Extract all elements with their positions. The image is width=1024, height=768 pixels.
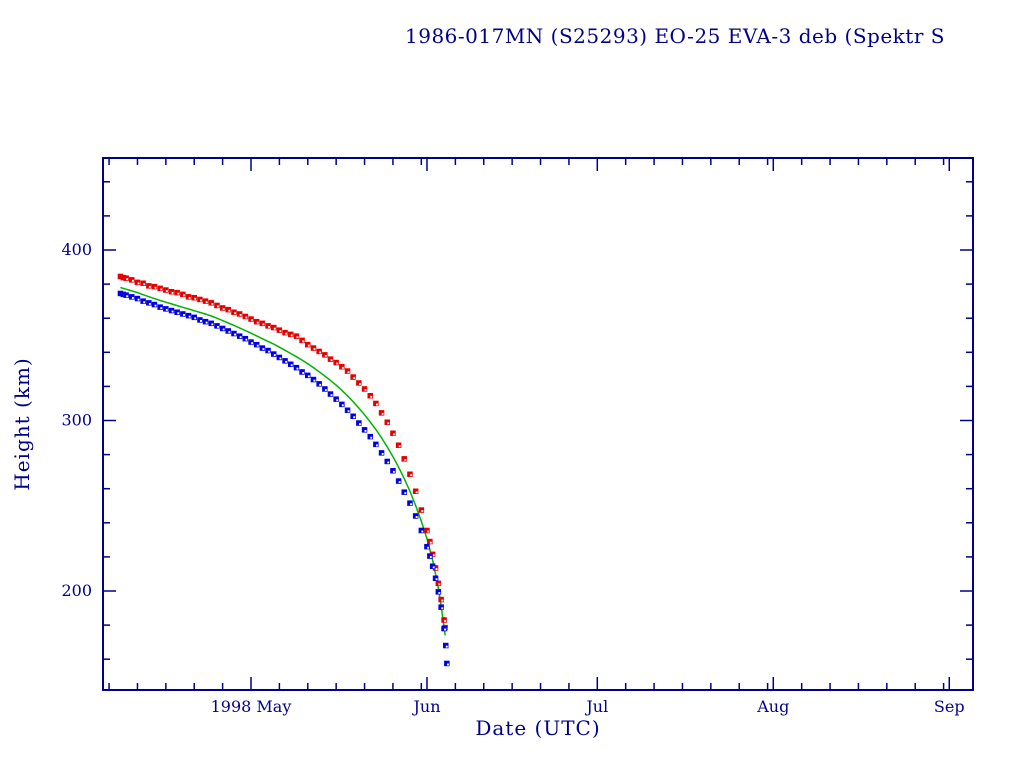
upper-red-squares-series <box>117 273 448 631</box>
mean-green-line-series <box>120 286 446 636</box>
lower-blue-squares-series <box>117 290 450 667</box>
y-tick-label: 400 <box>61 240 92 259</box>
x-tick-label: Sep <box>934 697 965 716</box>
x-tick-label: Jun <box>411 697 440 716</box>
plot-frame <box>102 157 974 691</box>
x-tick-label: Aug <box>756 697 789 716</box>
x-tick-label: Jul <box>584 697 608 716</box>
x-axis-title: Date (UTC) <box>475 716 601 740</box>
x-tick-label: 1998 May <box>211 697 292 716</box>
y-tick-label: 300 <box>61 411 92 430</box>
y-tick-label: 200 <box>61 581 92 600</box>
chart-title: 1986-017MN (S25293) EO-25 EVA-3 deb (Spe… <box>405 24 945 48</box>
